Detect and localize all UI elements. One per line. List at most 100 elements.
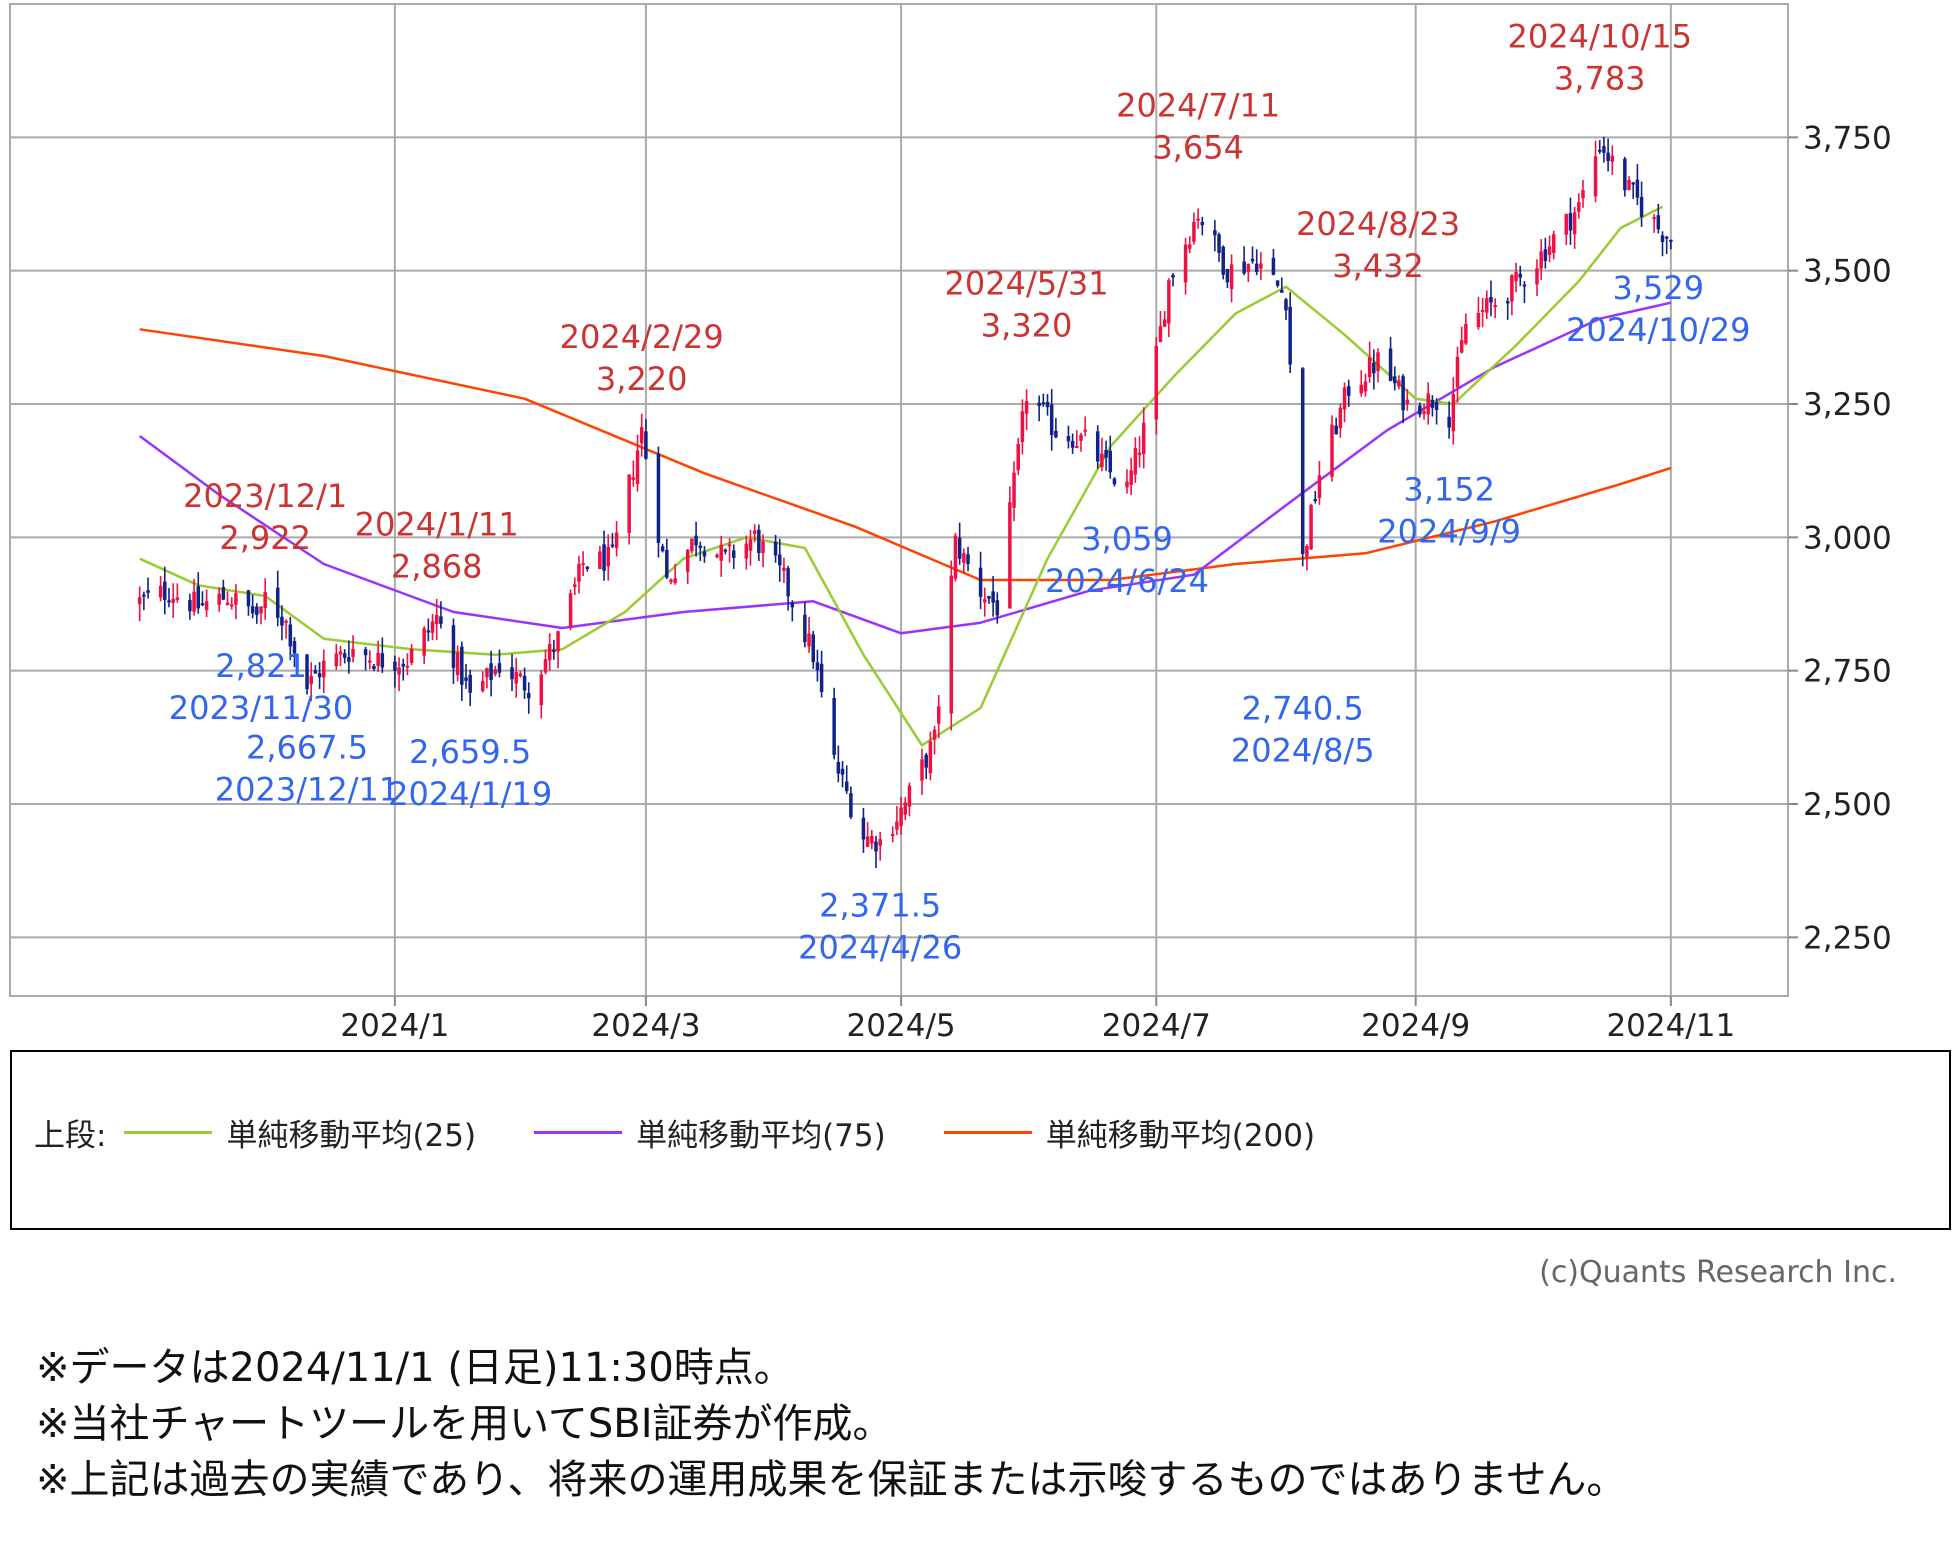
candle-body xyxy=(715,554,719,558)
low-annotation-line1: 3,152 xyxy=(1403,470,1495,508)
candle-body xyxy=(221,587,226,600)
candle-body xyxy=(1167,280,1171,324)
candle-body xyxy=(1108,450,1113,473)
candle-body xyxy=(890,834,895,837)
candle-body xyxy=(761,541,765,554)
x-tick-label: 2024/11 xyxy=(1606,1008,1735,1040)
candle-body xyxy=(577,563,581,582)
candle-body xyxy=(1514,271,1518,282)
ma75-layer xyxy=(138,301,1672,635)
candle-body xyxy=(1054,430,1058,438)
candle-body xyxy=(1388,348,1393,381)
candle-body xyxy=(372,666,376,669)
candle-body xyxy=(928,741,933,774)
candle-body xyxy=(518,673,523,677)
candle-body xyxy=(1418,405,1422,415)
candle-body xyxy=(585,566,590,569)
legend-item-ma75: 単純移動平均(75) xyxy=(534,1110,886,1155)
candle-body xyxy=(455,652,460,675)
candle-body xyxy=(874,841,878,852)
candle-body xyxy=(782,567,786,571)
high-annotation-line2: 3,654 xyxy=(1152,129,1244,167)
candle-body xyxy=(1037,402,1041,406)
candle-body xyxy=(1196,218,1200,221)
low-annotation-line1: 2,740.5 xyxy=(1242,690,1364,728)
candle-body xyxy=(1577,202,1581,212)
candle-body xyxy=(522,675,527,691)
candle-body xyxy=(757,529,761,553)
candle-body xyxy=(790,602,795,608)
candle-body xyxy=(995,600,1000,616)
candle-body xyxy=(1020,411,1025,443)
low-annotation-line1: 2,821 xyxy=(215,647,307,685)
candle-body xyxy=(991,591,995,603)
note-2: ※当社チャートツールを用いてSBI証券が作成。 xyxy=(36,1401,893,1447)
high-annotation-line1: 2024/5/31 xyxy=(945,265,1109,303)
candle-body xyxy=(1564,214,1569,235)
candle-body xyxy=(1225,269,1230,283)
candle-body xyxy=(932,729,937,740)
candle-body xyxy=(581,563,585,566)
low-annotation-line2: 2024/4/26 xyxy=(798,929,962,967)
candle-body xyxy=(807,633,811,647)
candle-body xyxy=(163,581,167,600)
candle-body xyxy=(878,839,882,846)
candle-body xyxy=(1455,356,1460,388)
candle-body xyxy=(614,532,619,548)
high-annotation-line1: 2023/12/1 xyxy=(183,477,347,515)
candle-body xyxy=(196,586,201,609)
high-annotation-line1: 2024/2/29 xyxy=(560,318,724,356)
candle-body xyxy=(380,653,385,668)
legend: 上段: 単純移動平均(25) 単純移動平均(75) 単純移動平均(200) xyxy=(10,1050,1951,1230)
low-annotation-line2: 2024/8/5 xyxy=(1231,732,1375,770)
candle-body xyxy=(1568,213,1573,231)
candle-body xyxy=(644,431,648,459)
notes: ※データは2024/11/1 (日足)11:30時点。 ※当社チャートツールを用… xyxy=(36,1340,1626,1508)
candle-body xyxy=(1376,352,1380,372)
candle-body xyxy=(1008,502,1012,609)
legend-label-ma25: 単純移動平均(25) xyxy=(226,1118,477,1154)
candle-body xyxy=(158,585,163,598)
candle-body xyxy=(568,593,573,627)
candle-body xyxy=(556,631,560,652)
low-annotation-line2: 2023/11/30 xyxy=(169,689,353,727)
candle-body xyxy=(610,544,615,547)
candle-body xyxy=(1079,434,1083,441)
candle-body xyxy=(987,596,991,599)
candle-body xyxy=(1669,239,1673,242)
candle-body xyxy=(1434,402,1439,410)
candle-body xyxy=(259,606,263,614)
candle-body xyxy=(598,551,602,569)
candle-body xyxy=(1426,393,1430,415)
low-annotation-line1: 2,659.5 xyxy=(409,733,531,771)
candle-body xyxy=(167,600,171,603)
candle-body xyxy=(401,663,405,667)
candle-body xyxy=(1183,244,1188,283)
candle-body xyxy=(1652,217,1656,220)
legend-label-ma200: 単純移動平均(200) xyxy=(1045,1118,1316,1154)
candle-body xyxy=(1493,305,1497,308)
candle-body xyxy=(1317,475,1322,498)
candle-body xyxy=(1535,268,1539,285)
candle-body xyxy=(819,663,824,693)
ma200-line xyxy=(139,328,1672,582)
candle-body xyxy=(1610,155,1615,162)
candle-body xyxy=(175,597,180,600)
candle-body xyxy=(899,807,903,827)
candle-body xyxy=(1664,236,1669,239)
candle-body xyxy=(660,546,665,552)
candle-body xyxy=(317,673,322,678)
high-annotation-line1: 2024/10/15 xyxy=(1508,18,1692,56)
candle-body xyxy=(907,785,912,807)
candle-body xyxy=(1300,368,1305,554)
candle-body xyxy=(698,545,703,548)
low-annotation-line2: 2024/10/29 xyxy=(1566,311,1750,349)
candle-body xyxy=(464,677,468,681)
candle-body xyxy=(1192,221,1196,242)
candle-body xyxy=(1476,312,1481,328)
candle-body xyxy=(1593,156,1598,197)
low-annotation-line2: 2023/12/11 xyxy=(215,771,399,809)
legend-row: 上段: 単純移動平均(25) 単純移動平均(75) 単純移動平均(200) xyxy=(34,1110,1373,1155)
candle-body xyxy=(1656,215,1661,230)
candle-body xyxy=(924,754,928,768)
